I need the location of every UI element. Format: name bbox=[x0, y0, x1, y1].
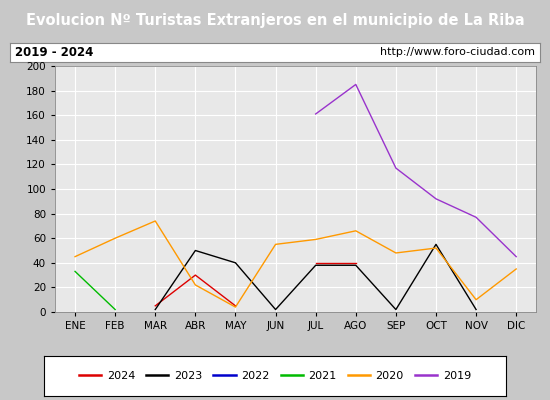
Text: http://www.foro-ciudad.com: http://www.foro-ciudad.com bbox=[380, 47, 535, 57]
Text: 2019 - 2024: 2019 - 2024 bbox=[15, 46, 94, 59]
Legend: 2024, 2023, 2022, 2021, 2020, 2019: 2024, 2023, 2022, 2021, 2020, 2019 bbox=[75, 366, 475, 386]
Text: Evolucion Nº Turistas Extranjeros en el municipio de La Riba: Evolucion Nº Turistas Extranjeros en el … bbox=[26, 14, 524, 28]
